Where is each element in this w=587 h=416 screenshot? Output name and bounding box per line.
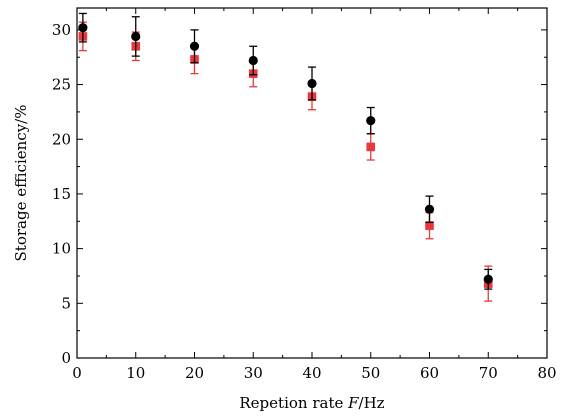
series-square [78,21,493,302]
x-tick-label: 50 [361,364,380,382]
x-tick-label: 20 [185,364,204,382]
x-tick-label: 40 [302,364,321,382]
data-point-square [366,142,376,152]
x-tick-label: 70 [479,364,498,382]
y-tick-label: 10 [52,240,71,258]
x-tick-label: 80 [537,364,556,382]
y-axis-title: Storage efficiency/% [12,105,30,262]
data-point-circle [189,41,200,51]
x-tick-label: 0 [72,364,82,382]
x-tick-label: 60 [420,364,439,382]
data-point-circle [248,55,258,66]
data-series [78,12,493,302]
data-point-circle [131,31,141,42]
data-point-circle [424,204,435,214]
y-tick-label: 25 [52,76,71,94]
x-tick-label: 10 [126,364,145,382]
y-tick-label: 15 [52,185,71,203]
y-tick-label: 0 [61,349,71,367]
y-tick-label: 20 [52,130,71,148]
axis-ticks: 0 10 20 30 40 50 60 70 80 0 5 10 15 20 25 30 [52,8,557,382]
data-point-square [425,221,434,230]
y-tick-label: 30 [52,21,71,39]
series-circle [78,12,493,290]
y-tick-label: 5 [61,294,71,312]
data-point-circle [307,78,317,89]
data-point-circle [78,23,88,33]
data-point-circle [366,116,376,126]
data-point-circle [483,274,493,284]
x-axis-title: Repetion rate F/Hz [239,394,384,412]
x-tick-label: 30 [244,364,263,382]
plot-frame [76,7,548,359]
